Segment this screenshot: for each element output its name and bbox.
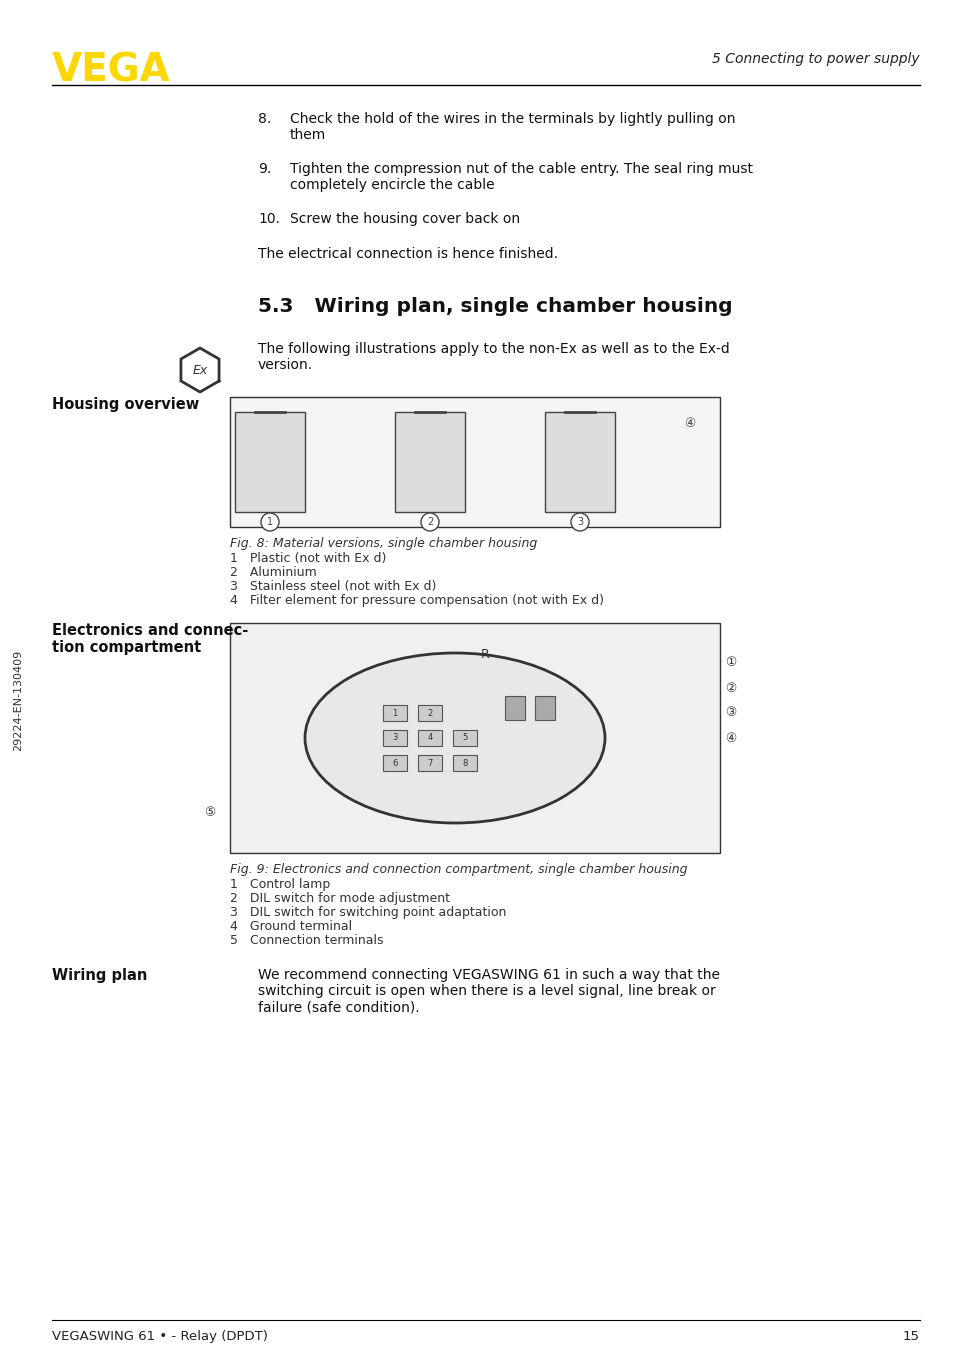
Text: 1: 1: [392, 708, 397, 718]
Ellipse shape: [305, 653, 604, 823]
Text: Electronics and connec-
tion compartment: Electronics and connec- tion compartment: [52, 623, 248, 655]
Text: 1: 1: [267, 517, 273, 527]
Text: 5: 5: [462, 734, 467, 742]
FancyBboxPatch shape: [230, 397, 720, 527]
FancyBboxPatch shape: [230, 623, 720, 853]
Text: ①: ①: [724, 657, 736, 669]
Bar: [453, 756, 476, 770]
Text: 3: 3: [577, 517, 582, 527]
Text: 8.: 8.: [257, 112, 271, 126]
Text: 9.: 9.: [257, 162, 271, 176]
Text: ⑤: ⑤: [204, 807, 215, 819]
Bar: [395, 412, 464, 512]
Bar: [382, 730, 407, 746]
Text: VEGA: VEGA: [52, 51, 171, 89]
Circle shape: [261, 513, 278, 531]
Text: 2: 2: [426, 517, 433, 527]
Text: 1   Plastic (not with Ex d): 1 Plastic (not with Ex d): [230, 552, 386, 565]
Bar: [535, 696, 555, 720]
Bar: [417, 705, 441, 720]
Text: 5   Connection terminals: 5 Connection terminals: [230, 934, 383, 946]
Text: 5 Connecting to power supply: 5 Connecting to power supply: [712, 51, 919, 66]
Text: 29224-EN-130409: 29224-EN-130409: [13, 650, 23, 750]
Text: Check the hold of the wires in the terminals by lightly pulling on
them: Check the hold of the wires in the termi…: [290, 112, 735, 142]
Text: VEGASWING 61 • - Relay (DPDT): VEGASWING 61 • - Relay (DPDT): [52, 1330, 268, 1343]
Text: The following illustrations apply to the non-Ex as well as to the Ex-d
version.: The following illustrations apply to the…: [257, 343, 729, 372]
Text: ②: ②: [724, 681, 736, 695]
Text: 2   DIL switch for mode adjustment: 2 DIL switch for mode adjustment: [230, 892, 450, 904]
Text: Screw the housing cover back on: Screw the housing cover back on: [290, 213, 519, 226]
Text: 15: 15: [902, 1330, 919, 1343]
Text: We recommend connecting VEGASWING 61 in such a way that the
switching circuit is: We recommend connecting VEGASWING 61 in …: [257, 968, 720, 1014]
Bar: [504, 696, 524, 720]
Text: Wiring plan: Wiring plan: [52, 968, 147, 983]
Text: Housing overview: Housing overview: [52, 397, 199, 412]
Text: 2: 2: [427, 708, 432, 718]
Bar: [417, 756, 441, 770]
Text: The electrical connection is hence finished.: The electrical connection is hence finis…: [257, 246, 558, 261]
Text: 7: 7: [427, 758, 433, 768]
Text: R: R: [480, 649, 489, 661]
Text: 10.: 10.: [257, 213, 280, 226]
Text: 2   Aluminium: 2 Aluminium: [230, 566, 316, 580]
Circle shape: [420, 513, 438, 531]
Text: 3: 3: [392, 734, 397, 742]
Text: ④: ④: [683, 417, 695, 431]
Text: Ex: Ex: [193, 363, 208, 376]
Text: ③: ③: [724, 707, 736, 719]
Text: Fig. 9: Electronics and connection compartment, single chamber housing: Fig. 9: Electronics and connection compa…: [230, 862, 687, 876]
Text: Tighten the compression nut of the cable entry. The seal ring must
completely en: Tighten the compression nut of the cable…: [290, 162, 752, 192]
Bar: [453, 730, 476, 746]
Text: 5.3   Wiring plan, single chamber housing: 5.3 Wiring plan, single chamber housing: [257, 297, 732, 315]
Circle shape: [571, 513, 588, 531]
Bar: [417, 730, 441, 746]
Bar: [382, 756, 407, 770]
Bar: [382, 705, 407, 720]
Text: 1   Control lamp: 1 Control lamp: [230, 877, 330, 891]
Text: 6: 6: [392, 758, 397, 768]
Text: 3   Stainless steel (not with Ex d): 3 Stainless steel (not with Ex d): [230, 580, 436, 593]
Bar: [234, 412, 305, 512]
Text: Fig. 8: Material versions, single chamber housing: Fig. 8: Material versions, single chambe…: [230, 538, 537, 550]
Text: 4: 4: [427, 734, 432, 742]
Text: 8: 8: [462, 758, 467, 768]
Text: 4   Filter element for pressure compensation (not with Ex d): 4 Filter element for pressure compensati…: [230, 594, 603, 607]
Text: ④: ④: [724, 731, 736, 745]
Text: 3   DIL switch for switching point adaptation: 3 DIL switch for switching point adaptat…: [230, 906, 506, 919]
Bar: [544, 412, 615, 512]
Text: 4   Ground terminal: 4 Ground terminal: [230, 919, 352, 933]
